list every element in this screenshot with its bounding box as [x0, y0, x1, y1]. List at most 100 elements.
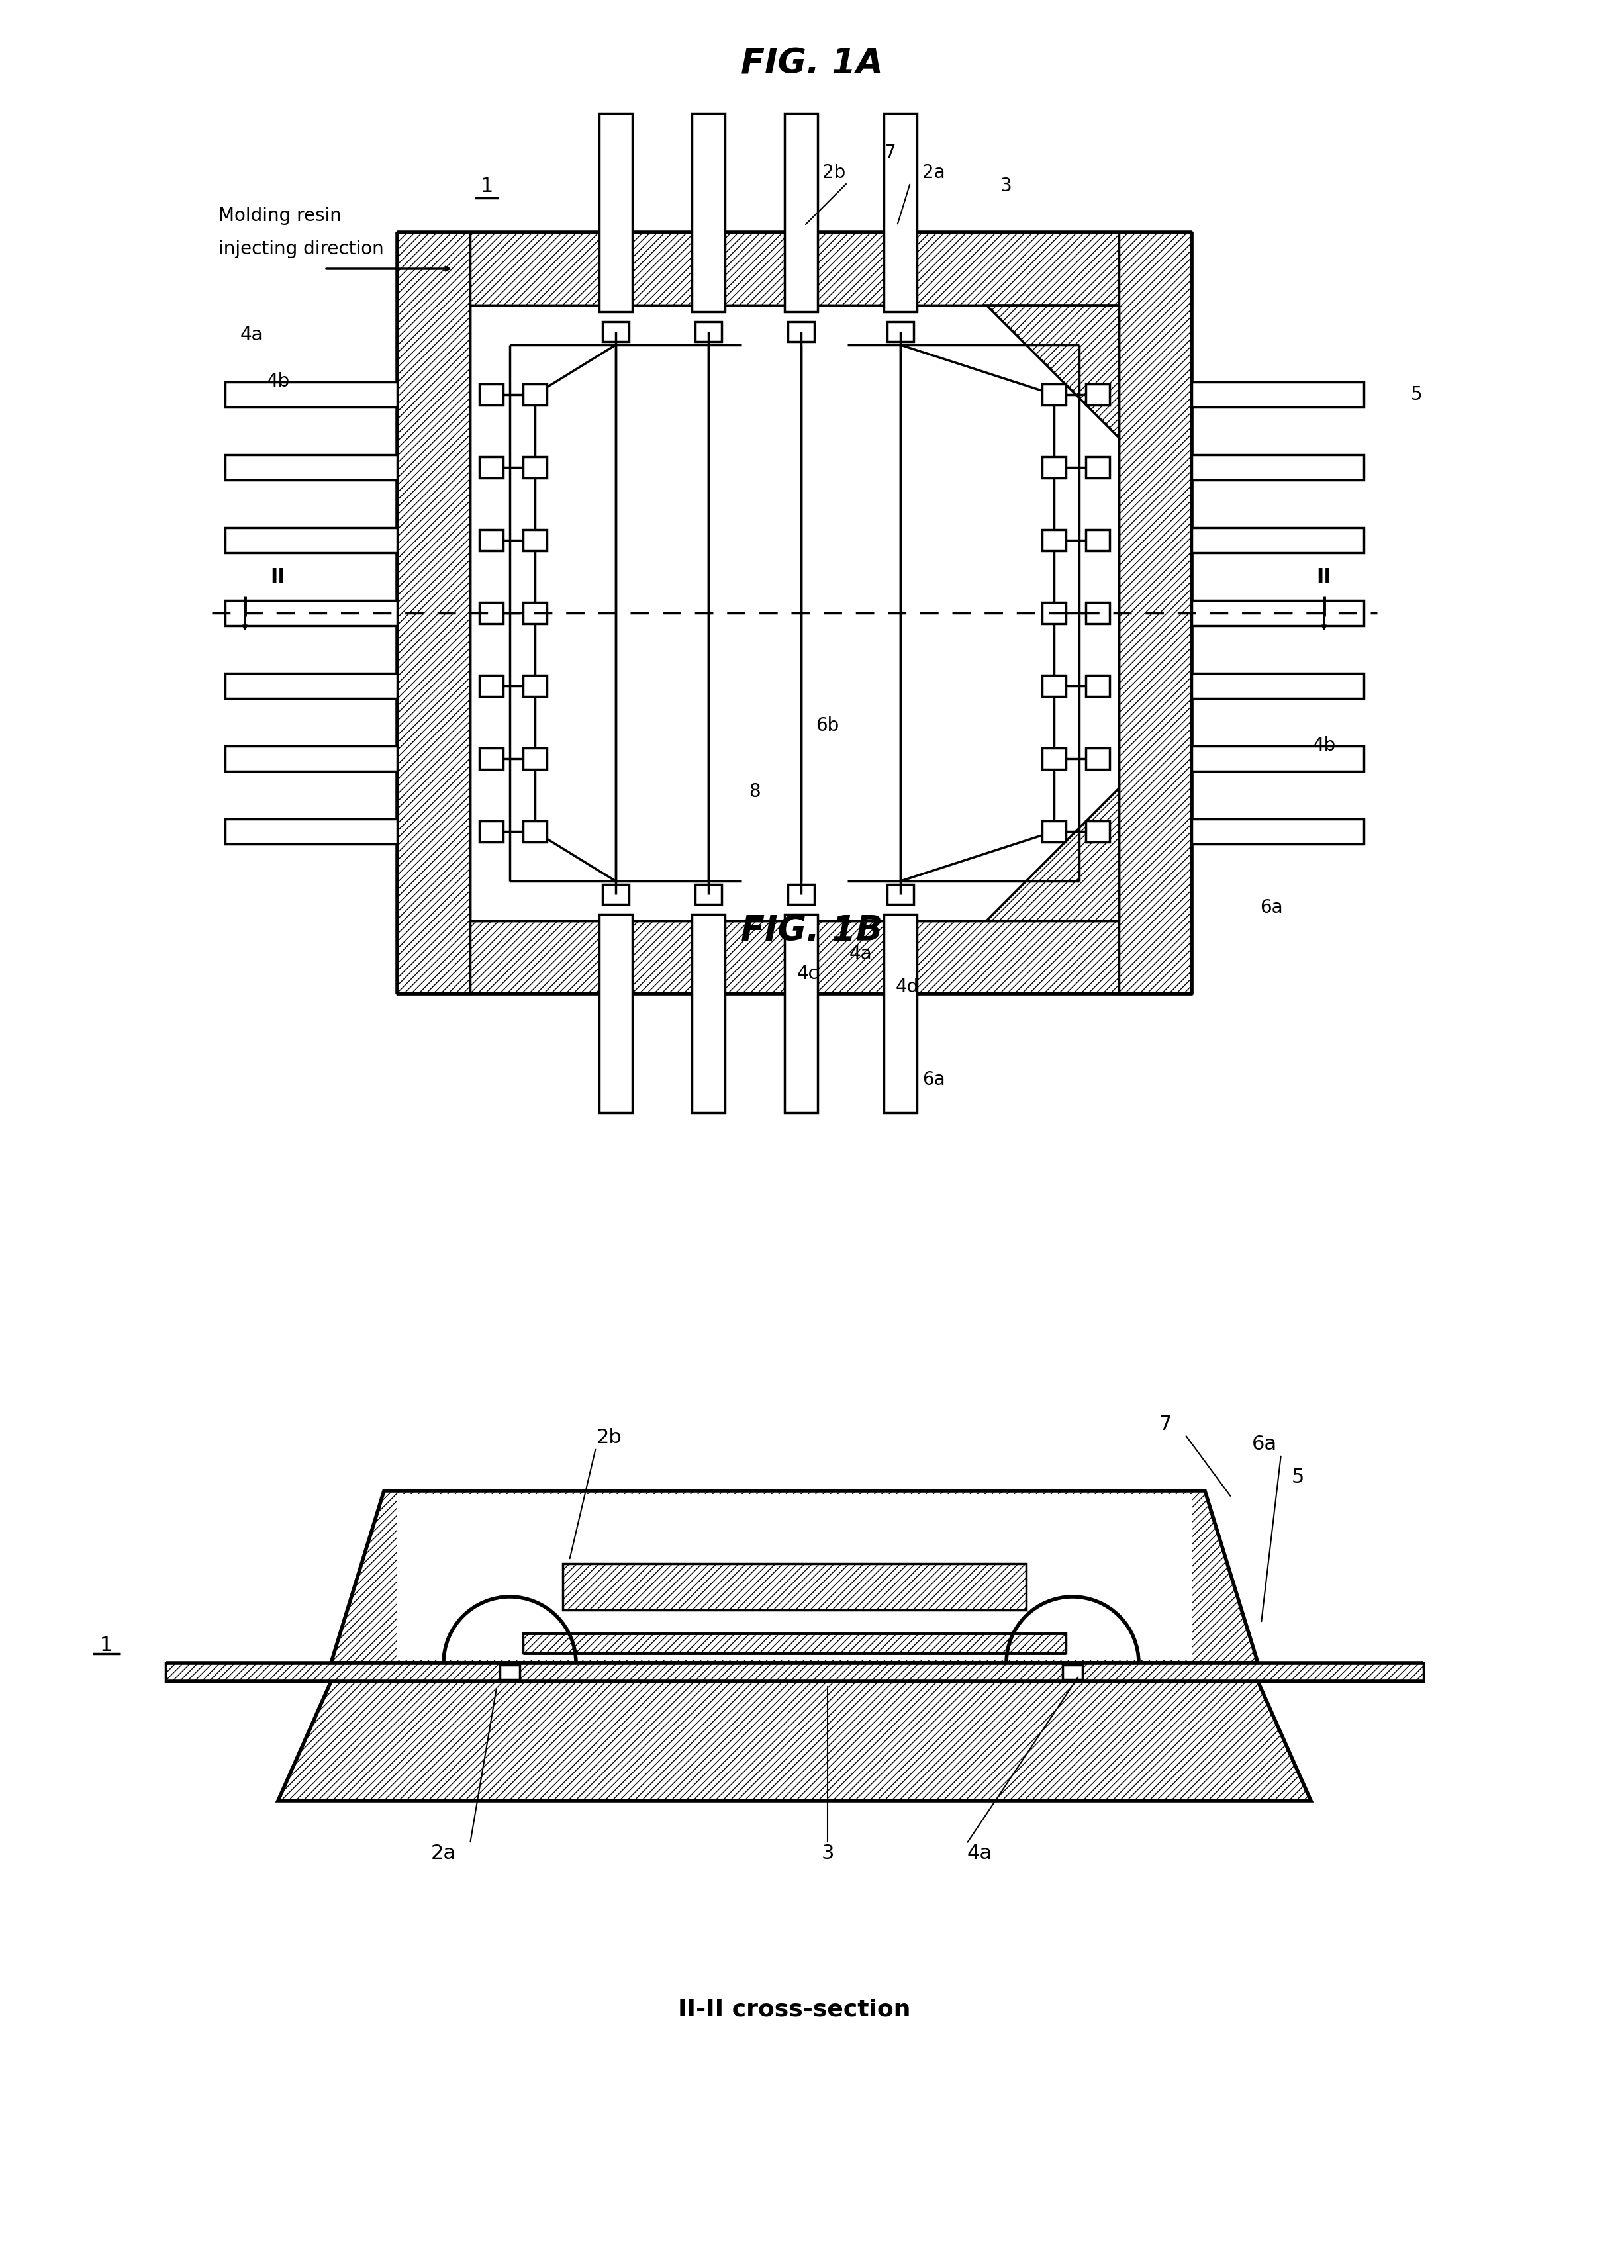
- Bar: [784, 914, 817, 1114]
- Bar: [1043, 531, 1065, 551]
- Text: FIG. 1B: FIG. 1B: [741, 914, 882, 948]
- Bar: [226, 601, 398, 626]
- Bar: [226, 456, 398, 481]
- Bar: [784, 113, 817, 311]
- Text: injecting direction: injecting direction: [219, 240, 383, 259]
- Text: 4b: 4b: [266, 372, 289, 390]
- Text: 6b: 6b: [815, 717, 840, 735]
- Bar: [479, 383, 503, 406]
- Bar: [1086, 531, 1109, 551]
- Bar: [523, 676, 547, 696]
- Polygon shape: [986, 789, 1119, 921]
- Text: 4b: 4b: [1312, 737, 1337, 755]
- Bar: [523, 748, 547, 769]
- Bar: [1192, 746, 1364, 771]
- Bar: [1062, 1665, 1083, 1681]
- Bar: [1043, 821, 1065, 841]
- Text: 7: 7: [885, 143, 896, 163]
- Bar: [523, 1633, 1065, 1653]
- Bar: [523, 603, 547, 624]
- Bar: [523, 456, 547, 479]
- Bar: [523, 383, 547, 406]
- Bar: [479, 456, 503, 479]
- Bar: [1119, 231, 1192, 993]
- Bar: [1086, 383, 1109, 406]
- Text: 5: 5: [1411, 386, 1423, 404]
- Bar: [1192, 381, 1364, 408]
- Bar: [1086, 676, 1109, 696]
- Bar: [603, 885, 628, 905]
- Bar: [1192, 456, 1364, 481]
- Bar: [523, 531, 547, 551]
- Bar: [523, 821, 547, 841]
- Text: II: II: [271, 567, 286, 585]
- Bar: [500, 1665, 520, 1681]
- Bar: [692, 113, 724, 311]
- Bar: [479, 821, 503, 841]
- Bar: [1192, 601, 1364, 626]
- Polygon shape: [331, 1490, 1259, 1662]
- Bar: [1192, 528, 1364, 553]
- Bar: [599, 914, 632, 1114]
- Bar: [599, 113, 632, 311]
- Bar: [883, 113, 918, 311]
- Bar: [1043, 383, 1065, 406]
- Text: 6a: 6a: [1260, 898, 1283, 916]
- Bar: [887, 885, 914, 905]
- Text: 7: 7: [1160, 1415, 1171, 1433]
- Bar: [883, 914, 918, 1114]
- Bar: [226, 381, 398, 408]
- Bar: [479, 748, 503, 769]
- Bar: [398, 1495, 1192, 1660]
- Text: 8: 8: [749, 782, 760, 801]
- Text: Molding resin: Molding resin: [219, 206, 341, 225]
- Text: 3: 3: [1000, 177, 1012, 195]
- Bar: [1192, 819, 1364, 844]
- Bar: [1043, 748, 1065, 769]
- Text: 4a: 4a: [968, 1844, 992, 1864]
- Text: 2a: 2a: [430, 1844, 456, 1864]
- Bar: [1043, 676, 1065, 696]
- Bar: [564, 1563, 1026, 1610]
- Bar: [166, 1662, 1423, 1681]
- Bar: [695, 322, 721, 342]
- Text: 6a: 6a: [1252, 1436, 1276, 1454]
- Text: 4a: 4a: [240, 327, 263, 345]
- Bar: [695, 885, 721, 905]
- Polygon shape: [986, 306, 1119, 438]
- Bar: [1086, 821, 1109, 841]
- Bar: [226, 528, 398, 553]
- Text: II: II: [1317, 567, 1332, 585]
- Bar: [788, 322, 814, 342]
- Bar: [398, 921, 1192, 993]
- Bar: [226, 746, 398, 771]
- Bar: [398, 231, 1192, 306]
- Bar: [479, 676, 503, 696]
- Text: 4c: 4c: [797, 964, 818, 982]
- Text: 3: 3: [822, 1844, 835, 1864]
- Bar: [603, 322, 628, 342]
- Bar: [692, 914, 724, 1114]
- Bar: [1043, 456, 1065, 479]
- Bar: [788, 885, 814, 905]
- Text: FIG. 1A: FIG. 1A: [741, 45, 883, 82]
- Bar: [398, 231, 469, 993]
- Text: 5: 5: [1291, 1467, 1304, 1488]
- Text: 1: 1: [99, 1635, 112, 1656]
- Bar: [1043, 603, 1065, 624]
- Bar: [226, 819, 398, 844]
- Polygon shape: [278, 1681, 1311, 1801]
- Text: 2b: 2b: [822, 163, 846, 181]
- Text: 4d: 4d: [895, 978, 919, 996]
- Text: 4a: 4a: [849, 946, 872, 964]
- Text: 1: 1: [481, 177, 494, 195]
- Text: 2a: 2a: [922, 163, 945, 181]
- Text: 6a: 6a: [922, 1070, 945, 1089]
- Bar: [479, 531, 503, 551]
- Bar: [226, 674, 398, 699]
- Text: II-II cross-section: II-II cross-section: [679, 1998, 911, 2021]
- Bar: [1086, 748, 1109, 769]
- Bar: [1086, 456, 1109, 479]
- Bar: [1192, 674, 1364, 699]
- Text: 2b: 2b: [596, 1429, 622, 1447]
